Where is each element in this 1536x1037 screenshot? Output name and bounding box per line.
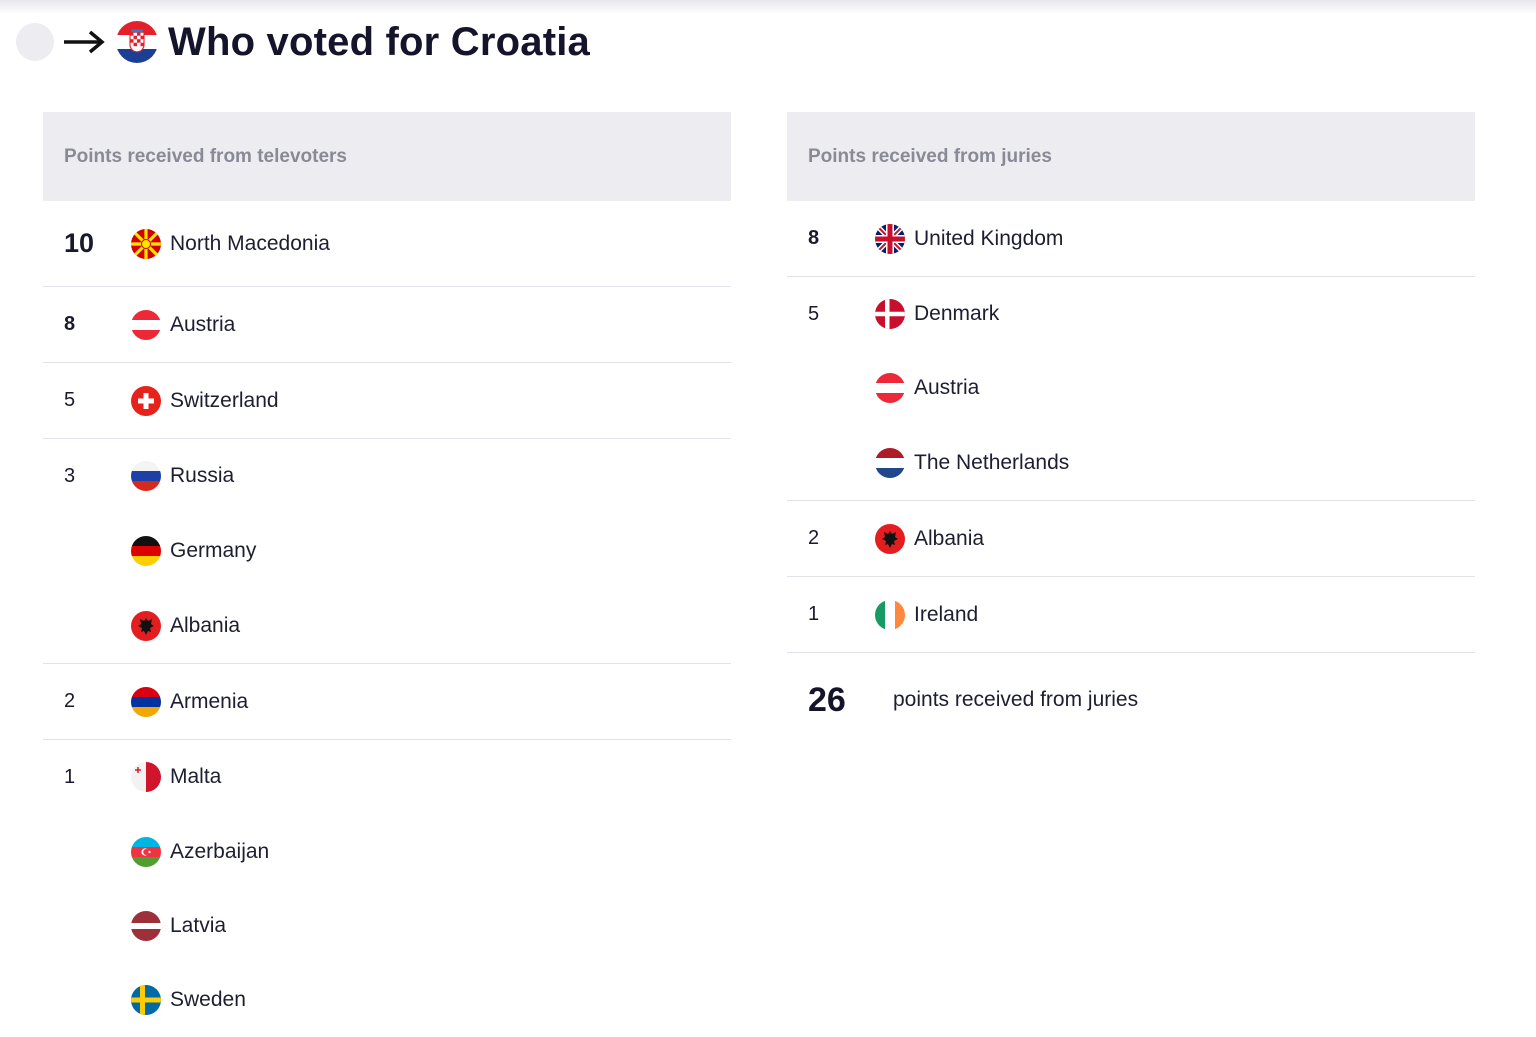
table-row: 3 Russia (43, 439, 731, 513)
netherlands-flag-icon (875, 447, 905, 478)
country-name: Austria (170, 312, 236, 336)
germany-flag-icon (131, 535, 161, 566)
russia-flag-icon (131, 461, 161, 491)
page-header: Who voted for Croatia (16, 18, 590, 66)
table-row: Sweden (43, 963, 731, 1037)
table-row: 2 Albania (787, 501, 1475, 577)
juries-total-value: 26 (808, 680, 846, 719)
menu-button[interactable] (16, 23, 54, 61)
country-name: Ireland (914, 602, 979, 626)
country-name: United Kingdom (914, 226, 1064, 250)
denmark-flag-icon (875, 299, 905, 329)
sweden-flag-icon (131, 985, 161, 1015)
table-row: 10 North Macedonia (43, 201, 731, 287)
albania-flag-icon (875, 523, 905, 554)
country-name: Switzerland (170, 388, 279, 412)
table-row: Azerbaijan (43, 814, 731, 889)
juries-total-row: 26 points received from juries (787, 653, 1475, 747)
juries-total-label: points received from juries (893, 688, 1139, 711)
table-row: 2 Armenia (43, 664, 731, 740)
table-row: Latvia (43, 889, 731, 963)
table-row: 8 United Kingdom (787, 201, 1475, 277)
united-kingdom-flag-icon (875, 223, 905, 254)
juries-header: Points received from juries (787, 112, 1475, 201)
country-name: Albania (170, 613, 241, 637)
croatia-flag-icon (116, 21, 158, 63)
ireland-flag-icon (875, 599, 905, 630)
arrow-right-icon (64, 30, 105, 54)
malta-flag-icon (131, 762, 161, 792)
country-name: Latvia (170, 914, 227, 937)
juries-panel: Points received from juries 8 United Kin… (787, 112, 1475, 747)
points-value: 5 (808, 302, 820, 325)
country-name: North Macedonia (170, 231, 330, 255)
albania-flag-icon (131, 610, 161, 641)
points-value: 10 (64, 228, 95, 258)
austria-flag-icon (131, 309, 161, 340)
points-value: 5 (64, 389, 76, 411)
points-value: 8 (64, 313, 76, 335)
country-name: Denmark (914, 302, 1000, 325)
points-value: 2 (64, 690, 76, 712)
armenia-flag-icon (131, 686, 161, 717)
table-row: 5 Denmark (787, 277, 1475, 351)
top-shadow (0, 0, 1536, 14)
country-name: Albania (914, 526, 985, 550)
country-name: Russia (170, 464, 235, 487)
switzerland-flag-icon (131, 385, 161, 416)
table-row: 1 Ireland (787, 577, 1475, 653)
table-row: 8 Austria (43, 287, 731, 363)
country-name: Austria (914, 376, 980, 399)
latvia-flag-icon (131, 911, 161, 941)
austria-flag-icon (875, 373, 905, 403)
north-macedonia-flag-icon (131, 228, 161, 259)
points-value: 1 (64, 765, 76, 788)
points-value: 1 (808, 603, 820, 625)
points-value: 2 (808, 527, 820, 549)
points-value: 3 (64, 464, 76, 487)
country-name: Azerbaijan (170, 839, 270, 863)
country-name: Malta (170, 765, 222, 788)
country-name: Armenia (170, 689, 249, 713)
points-value: 8 (808, 227, 820, 249)
table-row: Germany (43, 513, 731, 588)
country-name: Germany (170, 538, 257, 562)
table-row: 1 Malta (43, 740, 731, 814)
azerbaijan-flag-icon (131, 836, 161, 867)
table-row: Albania (43, 588, 731, 664)
country-name: Sweden (170, 988, 246, 1011)
table-row: Austria (787, 351, 1475, 425)
country-name: The Netherlands (914, 450, 1070, 474)
table-row: The Netherlands (787, 425, 1475, 501)
table-row: 5 Switzerland (43, 363, 731, 439)
page-title: Who voted for Croatia (168, 20, 590, 64)
televoters-header: Points received from televoters (43, 112, 731, 201)
televoters-panel: Points received from televoters 10 North… (43, 112, 731, 1037)
